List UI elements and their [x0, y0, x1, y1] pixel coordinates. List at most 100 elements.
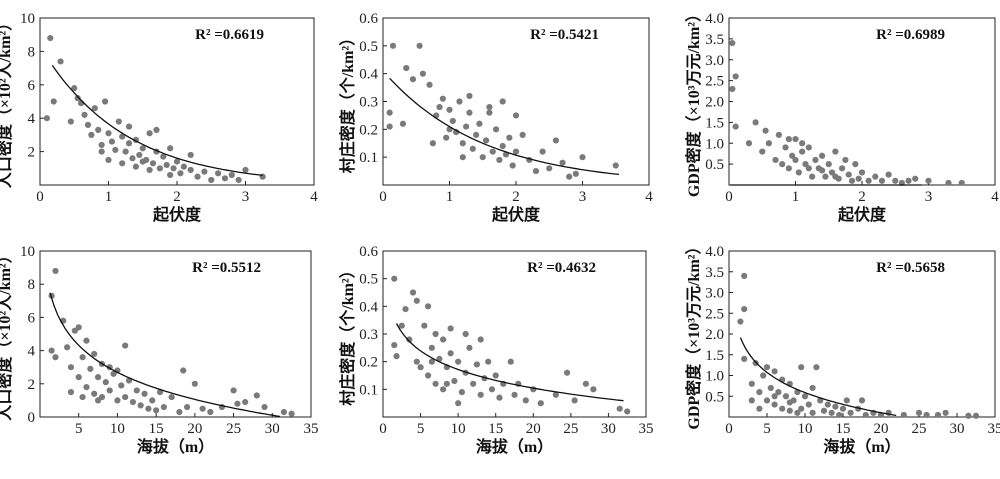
- x-tick-label: 3: [925, 189, 933, 205]
- scatter-point: [832, 148, 839, 155]
- scatter-point: [114, 397, 121, 404]
- scatter-point: [805, 165, 812, 172]
- scatter-point: [772, 156, 779, 164]
- chart-panel: 0 1 2 3 4 2 4 6 8 10 R² =0.6619 起伏度 人口密度（×10²人/km²）: [0, 11, 318, 224]
- scatter-point: [403, 65, 410, 72]
- y-tick-label: 4: [28, 111, 36, 127]
- scatter-point: [477, 391, 484, 398]
- scatter-point: [805, 144, 812, 151]
- scatter-point: [180, 367, 187, 374]
- y-tick-label: 3.5: [705, 265, 724, 281]
- scatter-point: [447, 325, 454, 332]
- scatter-point: [775, 389, 782, 396]
- scatter-point: [779, 405, 786, 412]
- x-axis-label: 起伏度: [491, 205, 541, 224]
- scatter-point: [900, 411, 907, 419]
- scatter-point: [94, 374, 102, 381]
- x-tick-label: 2: [512, 189, 520, 205]
- scatter-point: [476, 120, 483, 127]
- scatter-point: [741, 272, 748, 279]
- scatter-point: [50, 98, 57, 105]
- x-tick-label: 10: [451, 421, 466, 437]
- scatter-point: [122, 342, 129, 349]
- scatter-point: [398, 322, 405, 329]
- scatter-point: [230, 387, 237, 394]
- scatter-point: [499, 142, 506, 150]
- plot-frame: [39, 250, 312, 418]
- scatter-point: [141, 390, 148, 397]
- scatter-point: [760, 372, 767, 379]
- y-tick-label: 3.5: [705, 32, 724, 48]
- scatter-point: [440, 336, 447, 343]
- scatter-point: [915, 409, 923, 416]
- scatter-point: [386, 123, 393, 130]
- y-axis-label: GDP密度（×10³万元/km²）: [684, 238, 703, 429]
- y-tick-label: 0.2: [359, 122, 378, 138]
- scatter-point: [132, 163, 139, 170]
- scatter-point: [511, 391, 518, 398]
- y-axis-label: 村庄密度（个/km²）: [338, 262, 357, 405]
- y-tick-label: 8: [28, 44, 36, 60]
- scatter-point: [934, 411, 942, 419]
- scatter-point: [389, 42, 397, 49]
- scatter-point: [479, 154, 486, 161]
- y-axis-label: 村庄密度（个/km²）: [338, 30, 357, 173]
- r2-label: R² =0.6989: [876, 27, 945, 43]
- scatter-point: [858, 169, 866, 176]
- scatter-point: [506, 134, 513, 141]
- scatter-point: [280, 408, 287, 416]
- scatter-point: [43, 115, 50, 122]
- scatter-point: [101, 98, 109, 105]
- x-tick-label: 1: [446, 189, 454, 205]
- x-axis-label: 海拔（m）: [823, 437, 900, 456]
- scatter-point: [119, 133, 126, 140]
- scatter-point: [488, 386, 496, 393]
- scatter-point: [958, 179, 965, 187]
- scatter-point: [892, 177, 899, 184]
- scatter-point: [208, 176, 215, 184]
- scatter-point: [71, 85, 78, 92]
- y-tick-label: 4.0: [705, 244, 724, 260]
- scatter-point: [612, 162, 619, 169]
- scatter-point: [253, 392, 260, 399]
- scatter-point: [482, 137, 490, 144]
- scatter-point: [552, 137, 560, 144]
- x-tick-label: 2: [858, 189, 866, 205]
- scatter-point: [789, 152, 796, 159]
- scatter-point: [75, 324, 82, 331]
- scatter-point: [145, 405, 152, 412]
- scatter-point: [459, 140, 466, 147]
- scatter-point: [129, 398, 137, 406]
- scatter-point: [115, 118, 122, 125]
- x-tick-label: 1: [105, 189, 113, 205]
- y-tick-label: 1.0: [705, 369, 724, 385]
- scatter-point: [616, 405, 623, 412]
- scatter-point: [207, 408, 214, 416]
- scatter-point: [75, 374, 82, 381]
- y-tick-label: 2: [28, 377, 36, 393]
- scatter-point: [802, 161, 809, 168]
- scatter-point: [391, 275, 398, 282]
- x-tick-label: 0: [725, 189, 733, 205]
- y-tick-label: 6: [28, 310, 36, 326]
- x-tick-label: 30: [950, 421, 965, 437]
- scatter-point: [522, 397, 529, 404]
- scatter-point: [439, 95, 446, 102]
- x-axis-label: 海拔（m）: [476, 437, 553, 456]
- scatter-point: [737, 318, 744, 325]
- scatter-point: [48, 347, 55, 354]
- scatter-point: [81, 111, 88, 118]
- scatter-point: [52, 267, 59, 275]
- scatter-point: [91, 390, 98, 397]
- chart-panel: 0 1 2 3 4 0.1 0.2 0.3 0.4 0.5 0.6 R² =0.5421 起伏度 村庄密度…: [338, 11, 653, 224]
- scatter-point: [177, 170, 184, 177]
- scatter-point: [228, 171, 235, 179]
- scatter-point: [52, 354, 59, 361]
- scatter-point: [79, 393, 86, 401]
- scatter-point: [469, 145, 476, 152]
- scatter-point: [756, 389, 763, 396]
- scatter-point: [486, 109, 493, 116]
- scatter-point: [429, 140, 436, 147]
- scatter-point: [799, 148, 806, 155]
